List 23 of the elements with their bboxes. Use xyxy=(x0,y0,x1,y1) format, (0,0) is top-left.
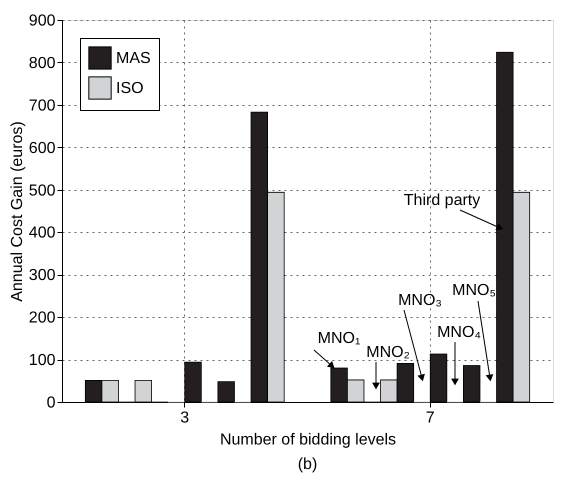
legend-label: ISO xyxy=(116,80,144,97)
annotation: MNO₅ xyxy=(452,282,496,299)
annotation: MNO₃ xyxy=(398,292,442,309)
y-tick-label: 300 xyxy=(28,267,56,284)
y-tick-label: 0 xyxy=(46,394,56,412)
text: (b) xyxy=(298,456,318,473)
x-tick-label: 7 xyxy=(426,410,435,426)
annotation: Third party xyxy=(404,192,480,209)
x-axis-title: Number of bidding levels xyxy=(220,432,396,448)
y-axis-title: Annual Cost Gain (euros) xyxy=(8,121,26,302)
x-tick-label: 3 xyxy=(180,410,190,426)
y-tick-label: 700 xyxy=(28,97,56,114)
y-tick-label: 100 xyxy=(28,352,56,370)
y-tick-label: 400 xyxy=(28,224,56,242)
y-tick-label: 800 xyxy=(28,54,56,72)
annotation: MNO₁ xyxy=(318,330,360,347)
annotation: MNO₂ xyxy=(366,344,410,361)
y-tick-label: 900 xyxy=(28,12,56,30)
annotation: MNO₄ xyxy=(437,324,481,341)
y-tick-label: 600 xyxy=(28,140,56,157)
y-tick-label: 500 xyxy=(28,182,56,200)
legend-label: MAS xyxy=(116,50,151,67)
y-tick-label: 200 xyxy=(28,310,56,327)
